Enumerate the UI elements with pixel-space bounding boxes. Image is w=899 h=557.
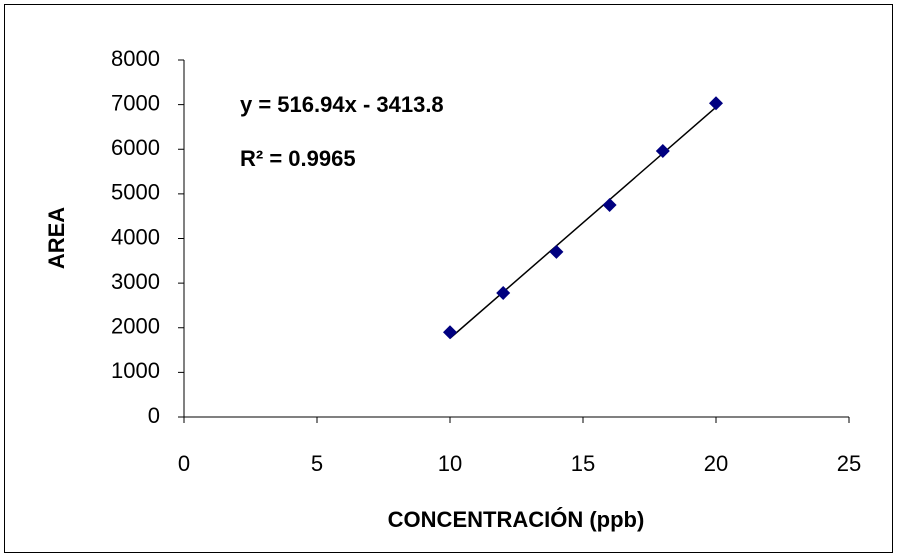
point (549, 244, 564, 259)
point (443, 325, 457, 340)
y-tick-label: 5000 (111, 180, 160, 205)
y-tick-label: 3000 (111, 269, 160, 294)
equation: y = 516.94x - 3413.8 (240, 92, 444, 117)
x-tick-label: 5 (311, 451, 323, 476)
y-tick-label: 0 (148, 403, 160, 428)
trendline (449, 106, 717, 339)
y-tick-label: 2000 (111, 314, 160, 339)
y-axis-title: AREA (44, 207, 69, 269)
y-tick-label: 7000 (111, 90, 160, 115)
x-tick-label: 20 (704, 451, 728, 476)
point (655, 144, 670, 159)
x-tick-label: 25 (837, 451, 861, 476)
point (496, 285, 511, 300)
x-tick-label: 0 (178, 451, 190, 476)
y-tick-label: 6000 (111, 135, 160, 160)
point (602, 198, 617, 213)
x-tick-label: 15 (571, 451, 595, 476)
x-tick-label: 10 (438, 451, 462, 476)
point (709, 96, 723, 111)
x-axis-title: CONCENTRACIÓN (ppb) (388, 507, 645, 532)
y-tick-label: 8000 (111, 46, 160, 71)
y-tick-label: 4000 (111, 224, 160, 249)
r-squared: R² = 0.9965 (240, 146, 356, 171)
chart-border (4, 4, 893, 553)
y-tick-label: 1000 (111, 358, 160, 383)
